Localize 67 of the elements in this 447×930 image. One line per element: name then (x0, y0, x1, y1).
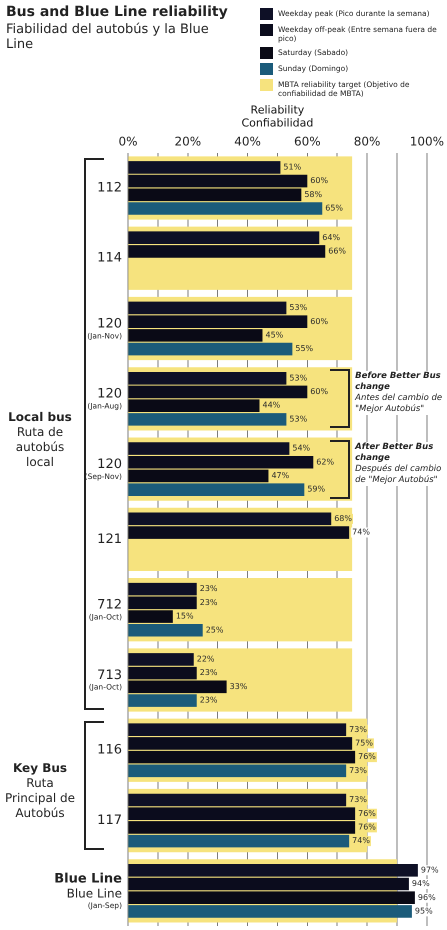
data-label: 75% (355, 738, 374, 748)
x-tick-label: 80% (354, 134, 380, 149)
data-label: 74% (352, 528, 370, 537)
data-label: 94% (412, 879, 430, 888)
bar (128, 202, 322, 215)
bar (128, 413, 286, 426)
chart-subtitle: Fiabilidad del autobús y la Blue Line (6, 22, 210, 52)
annotation: Before Better Bus change Antes del cambio de "Mejor Autobús" (355, 371, 447, 416)
data-label: 53% (289, 373, 308, 382)
data-label: 76% (358, 822, 376, 832)
data-label: 60% (310, 387, 328, 396)
x-tick-label: 60% (294, 134, 321, 149)
data-label: 73% (349, 766, 368, 775)
y-tick-label: 116 (97, 742, 122, 758)
data-label: 23% (200, 668, 218, 678)
data-label: 74% (352, 836, 370, 846)
y-tick-label: 112 (97, 180, 122, 196)
data-label: 65% (325, 204, 344, 213)
data-label: 23% (200, 696, 218, 705)
data-label: 97% (420, 865, 440, 874)
data-label: 54% (292, 444, 311, 453)
data-label: 59% (307, 484, 326, 494)
data-label: 60% (310, 316, 328, 326)
data-label: 55% (295, 344, 314, 354)
chart-title: Bus and Blue Line reliability (6, 4, 229, 20)
text: Local bus Ruta de autobús local (7, 410, 73, 470)
bar (128, 764, 346, 778)
x-tick-label: 0% (118, 134, 138, 149)
bar (128, 342, 292, 356)
data-label: 68% (334, 514, 352, 523)
bar (128, 905, 412, 918)
data-label: 64% (322, 232, 340, 242)
data-label: 60% (310, 176, 328, 186)
text: Key Bus Ruta Principal de Autobús (4, 761, 76, 822)
bar (128, 624, 203, 637)
data-label: 58% (304, 190, 323, 199)
data-label: 66% (328, 246, 346, 256)
data-label: 44% (262, 400, 281, 410)
data-label: 47% (271, 471, 290, 480)
data-label: 22% (196, 654, 215, 664)
y-tick-label: 121 (97, 532, 122, 547)
data-label: 25% (206, 625, 224, 634)
x-axis-title: Reliability Confiabilidad (241, 103, 314, 130)
data-label: 51% (283, 162, 302, 172)
data-label: 53% (289, 414, 308, 424)
data-label: 23% (200, 598, 218, 607)
data-label: 15% (176, 612, 194, 621)
data-label: 45% (265, 330, 284, 340)
x-tick-label: 40% (234, 134, 261, 149)
data-label: 96% (418, 892, 436, 902)
data-label: 53% (289, 303, 308, 312)
annotation: After Better Bus change Después del cambio de "Mejor Autobús" (355, 442, 447, 486)
y-tick-label: 117 (97, 812, 122, 828)
bar (128, 694, 197, 707)
x-tick-label: 100% (410, 134, 444, 149)
y-tick-label: 114 (97, 250, 122, 266)
x-tick-label: 20% (174, 134, 202, 149)
data-label: 73% (349, 724, 368, 734)
data-label: 76% (358, 752, 376, 762)
data-label: 33% (230, 682, 248, 691)
data-label: 95% (414, 906, 434, 916)
data-label: 62% (316, 457, 334, 466)
data-label: 76% (358, 808, 376, 818)
bar (128, 834, 350, 848)
data-label: 23% (200, 584, 218, 594)
bar (128, 483, 304, 496)
data-label: 73% (349, 795, 368, 804)
